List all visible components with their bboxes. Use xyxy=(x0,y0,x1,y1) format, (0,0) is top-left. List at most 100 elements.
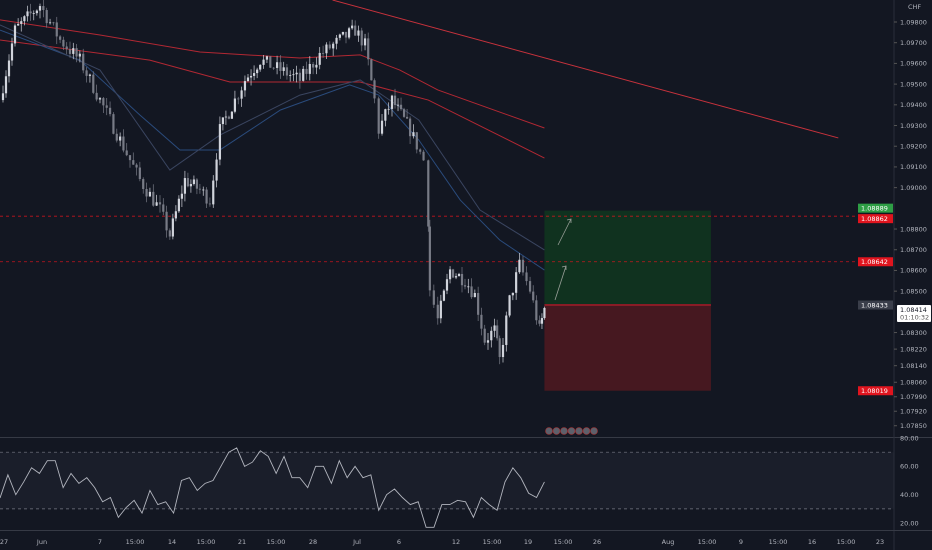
candle xyxy=(344,31,348,44)
price-tick-label: 1.09400 xyxy=(900,101,927,109)
time-tick-label: Jun xyxy=(36,538,47,546)
candle xyxy=(367,32,370,66)
candle-body xyxy=(332,43,335,49)
candle-body xyxy=(312,63,315,68)
candle-body xyxy=(338,34,341,38)
candle-body xyxy=(205,189,208,204)
candle-body xyxy=(23,16,26,22)
event-marker-icon[interactable] xyxy=(582,427,591,435)
candle xyxy=(171,213,174,240)
candle xyxy=(408,116,412,144)
candle xyxy=(38,3,42,19)
candle xyxy=(246,74,250,82)
candle xyxy=(370,58,373,81)
candle xyxy=(195,178,199,195)
candle-body xyxy=(59,36,62,40)
candle xyxy=(393,88,397,109)
candle xyxy=(165,205,168,238)
candle-body xyxy=(272,67,275,69)
event-marker-icon[interactable] xyxy=(552,427,561,435)
price-tick-label: 1.08800 xyxy=(900,225,927,233)
candle-body xyxy=(26,11,29,17)
price-tick-label: 1.09700 xyxy=(900,39,927,47)
candle xyxy=(1,85,5,103)
arrow-annotation[interactable] xyxy=(554,265,567,301)
candle-body xyxy=(473,293,476,298)
candle-body xyxy=(285,67,289,76)
moving-average-line xyxy=(0,19,545,129)
rsi-pane[interactable]: 80.00 60.00 40.00 20.00 xyxy=(0,434,932,528)
candle xyxy=(215,153,218,188)
event-marker-icon[interactable] xyxy=(590,427,598,435)
candle-body xyxy=(318,52,321,65)
position-loss-zone[interactable] xyxy=(544,305,711,391)
time-tick-label: 27 xyxy=(0,538,8,546)
arrow-annotation[interactable] xyxy=(557,218,572,246)
candle-body xyxy=(360,30,363,46)
line-price-tag-bg xyxy=(858,257,893,267)
candle-body xyxy=(13,25,17,44)
time-tick-label: 6 xyxy=(397,538,401,546)
candle-body xyxy=(29,11,32,14)
candle-body xyxy=(162,204,165,212)
trendline[interactable] xyxy=(332,0,839,139)
target-price-tag: 1.08889 xyxy=(861,204,888,212)
candle xyxy=(377,96,380,139)
candle-body xyxy=(1,93,5,101)
event-marker-icon[interactable] xyxy=(575,427,583,435)
time-tick-label: 15:00 xyxy=(197,538,216,546)
candle-body xyxy=(439,300,442,319)
candle-body xyxy=(233,98,237,112)
candle xyxy=(285,63,289,80)
candle xyxy=(145,182,148,203)
time-tick-label: 19 xyxy=(524,538,532,546)
position-profit-zone[interactable] xyxy=(544,210,711,306)
candle xyxy=(272,66,275,70)
event-marker-icon[interactable] xyxy=(545,427,553,435)
candle-body xyxy=(158,202,162,205)
price-tick-label: 1.09000 xyxy=(900,184,927,192)
candle-body xyxy=(357,30,360,36)
candle xyxy=(498,335,501,365)
candle-body xyxy=(432,290,435,305)
candle xyxy=(467,278,470,294)
candle xyxy=(212,175,215,208)
candle xyxy=(10,37,14,66)
candle-body xyxy=(237,98,240,100)
price-pane[interactable]: 1.08889 1.08862 1.08642 1.08433 1.08019 xyxy=(0,0,894,437)
candle-body xyxy=(505,315,508,345)
candle-body xyxy=(354,25,357,36)
bar-countdown-label: 01:10:32 xyxy=(900,313,929,321)
time-axis[interactable]: 27 Jun 7 15:00 14 15:00 21 15:00 28 Jul 6 12 15:00 19… xyxy=(0,530,932,547)
event-marker-icon[interactable] xyxy=(560,427,568,435)
candle xyxy=(470,278,473,299)
candle-body xyxy=(292,74,295,76)
candle-body xyxy=(171,218,174,237)
candle xyxy=(68,41,72,58)
moving-average-line xyxy=(0,39,545,159)
candle-body xyxy=(470,286,473,298)
candle-body xyxy=(298,72,301,81)
candle-body xyxy=(259,64,262,70)
candle xyxy=(428,219,431,297)
price-tick-label: 1.09500 xyxy=(900,80,927,88)
price-tick-label: 1.08300 xyxy=(900,329,927,337)
candle-body xyxy=(402,109,406,117)
candle xyxy=(335,35,338,50)
candle xyxy=(180,185,184,207)
candle xyxy=(75,43,78,63)
candle xyxy=(262,55,265,69)
candle-body xyxy=(308,63,311,74)
candle xyxy=(233,90,237,114)
price-tick-label: 1.08700 xyxy=(900,246,927,254)
price-axis[interactable]: 1.09800 1.09700 1.09600 1.09500 1.09400 1.093… xyxy=(893,0,931,550)
event-marker-icon[interactable] xyxy=(567,427,576,435)
candle xyxy=(256,67,259,79)
candle xyxy=(42,0,45,18)
candle xyxy=(72,42,75,60)
time-tick-label: Jul xyxy=(352,538,361,546)
candle-body xyxy=(17,23,20,26)
candle-body xyxy=(243,81,247,91)
candle-body xyxy=(138,167,141,180)
